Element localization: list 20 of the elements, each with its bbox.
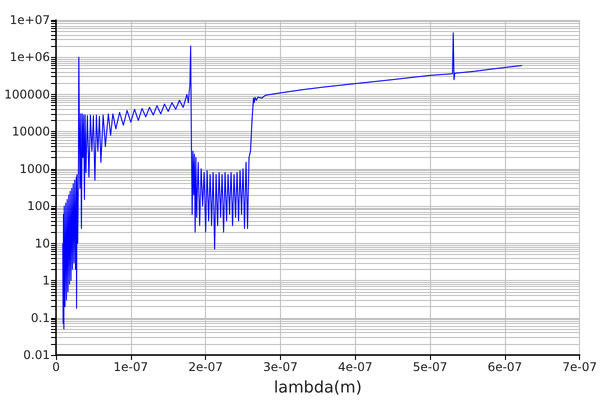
y-tick-label: 1000 [19,162,50,176]
x-tick-label: 6e-07 [488,360,522,374]
x-tick-label: 2e-07 [188,360,223,374]
y-tick-label: 100 [27,199,50,214]
line-series [62,32,523,330]
y-tick-label: 1e+07 [10,13,50,27]
y-tick-label: 1e+06 [10,50,50,64]
x-tick-label: 0 [52,360,60,374]
x-axis-title: lambda(m) [274,378,362,396]
y-tick-label: 0.01 [23,348,50,362]
y-tick-label: 0.1 [30,310,50,325]
x-tick-label: 3e-07 [263,360,298,374]
x-tick-label: 1e-07 [114,360,148,374]
y-tick-label: 10000 [12,124,50,139]
x-tick-label: 5e-07 [412,360,448,374]
y-tick-label: 10 [34,236,50,250]
y-tick-label: 1 [42,274,50,288]
x-tick-label: 4e-07 [338,360,373,374]
x-tick-label: 7e-07 [562,360,598,374]
y-tick-label: 100000 [4,87,50,102]
